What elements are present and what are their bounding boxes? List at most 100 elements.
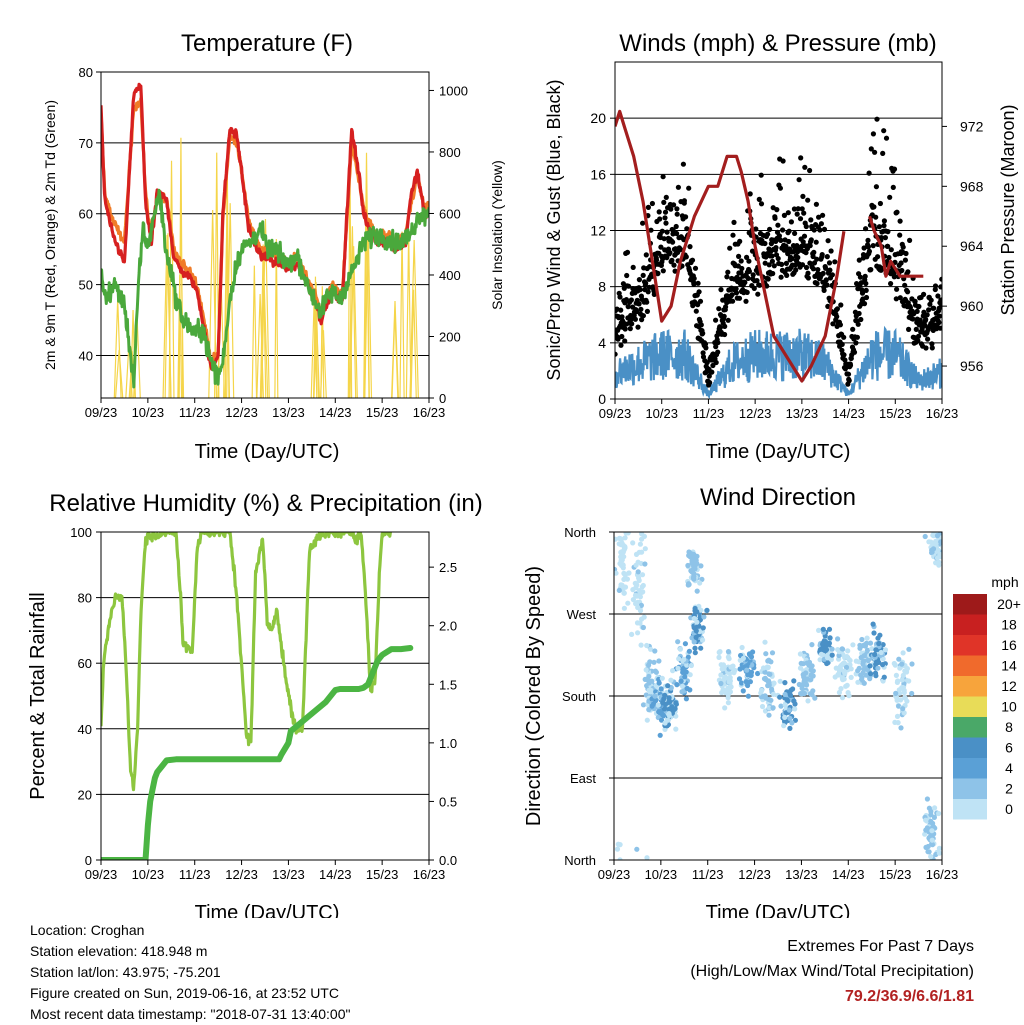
direction-point <box>676 656 682 662</box>
direction-point <box>850 642 856 648</box>
gust-point <box>649 200 656 207</box>
direction-point <box>819 647 825 653</box>
gust-point <box>673 223 679 230</box>
direction-point <box>875 665 881 671</box>
gust-point <box>803 250 809 256</box>
direction-point <box>882 647 889 653</box>
extremes-heading: Extremes For Past 7 Days <box>787 938 974 955</box>
gust-point <box>928 297 934 303</box>
x-tick-label: 12/23 <box>739 406 772 421</box>
gust-point <box>615 336 621 342</box>
gust-point <box>755 291 761 297</box>
direction-point <box>922 831 928 837</box>
gust-point <box>857 274 864 280</box>
gust-point <box>863 280 869 287</box>
gust-point <box>845 371 852 377</box>
direction-point <box>880 656 886 662</box>
x-tick-label: 13/23 <box>786 406 819 421</box>
winds-ylabel-left: Sonic/Prop Wind & Gust (Blue, Black) <box>544 79 564 380</box>
direction-point <box>694 588 700 594</box>
gust-point <box>644 308 651 314</box>
direction-point <box>616 587 622 594</box>
direction-point <box>803 670 809 676</box>
gust-point <box>645 204 652 210</box>
y2-tick-label: 2.5 <box>439 560 457 575</box>
y2-tick-label: 400 <box>439 268 461 283</box>
station-info: Location: Croghan Station elevation: 418… <box>30 920 350 1025</box>
gust-point <box>817 227 823 233</box>
direction-point <box>637 541 644 547</box>
direction-point <box>909 661 915 667</box>
gust-point <box>800 193 806 199</box>
y-tick-label: 0 <box>598 391 606 407</box>
gust-point <box>931 305 937 311</box>
gust-point <box>875 254 881 260</box>
temperature-ylabel-right: Solar Insolation (Yellow) <box>489 160 505 310</box>
direction-point <box>797 651 804 657</box>
gust-point <box>691 281 697 287</box>
direction-point <box>848 674 854 681</box>
direction-point <box>838 686 844 692</box>
x-tick-label: 16/23 <box>926 406 959 421</box>
direction-point <box>745 682 751 689</box>
direction-point <box>665 717 671 723</box>
gust-point <box>754 278 760 284</box>
y-tick-label: 60 <box>78 656 92 671</box>
gust-point <box>927 301 933 307</box>
direction-point <box>725 695 731 701</box>
gust-point <box>713 344 719 350</box>
gust-point <box>697 298 704 304</box>
gust-point <box>838 302 844 308</box>
winds-panel: Winds (mph) & Pressure (mb) Time (Day/UT… <box>544 30 1018 463</box>
direction-point <box>689 554 695 561</box>
direction-point <box>747 679 754 685</box>
gust-point <box>921 291 927 297</box>
gust-point <box>871 204 877 210</box>
direction-point <box>665 683 671 689</box>
gust-point <box>932 283 939 289</box>
gust-point <box>645 289 651 295</box>
precipitation-line <box>101 645 414 860</box>
direction-point <box>872 651 878 658</box>
direction-point <box>691 576 697 582</box>
gust-point <box>929 345 935 351</box>
humidity-series <box>101 532 414 860</box>
gust-point <box>622 326 628 332</box>
direction-point <box>936 850 942 856</box>
direction-point <box>621 605 628 611</box>
x-tick-label: 12/23 <box>225 867 258 882</box>
gust-point <box>936 313 942 319</box>
direction-point <box>648 646 654 652</box>
direction-point <box>891 660 897 667</box>
direction-point <box>657 732 663 738</box>
direction-point <box>929 828 935 834</box>
direction-point <box>836 689 843 696</box>
gust-point <box>635 324 641 330</box>
direction-point <box>642 561 648 567</box>
direction-point <box>736 676 743 682</box>
direction-point <box>928 808 934 815</box>
gust-point <box>813 239 819 245</box>
gust-point <box>805 197 811 203</box>
direction-point <box>722 675 728 681</box>
gust-point <box>916 303 922 310</box>
gust-point <box>770 270 776 277</box>
gust-point <box>683 214 689 220</box>
gust-point <box>693 308 699 314</box>
direction-point <box>651 659 657 665</box>
gust-point <box>837 322 844 328</box>
temperature-xlabel: Time (Day/UTC) <box>195 441 340 463</box>
direction-point <box>864 635 870 641</box>
direction-point <box>666 711 672 717</box>
gust-point <box>902 282 908 288</box>
legend-swatch <box>953 799 987 820</box>
gust-point <box>805 270 811 276</box>
gust-point <box>687 244 693 250</box>
direction-point <box>646 662 652 668</box>
direction-point <box>924 796 931 802</box>
y-tick-label: 100 <box>70 525 92 540</box>
gust-point <box>876 224 883 230</box>
gust-point <box>826 260 833 266</box>
gust-point <box>661 199 667 205</box>
y-tick-label: 4 <box>598 335 606 351</box>
